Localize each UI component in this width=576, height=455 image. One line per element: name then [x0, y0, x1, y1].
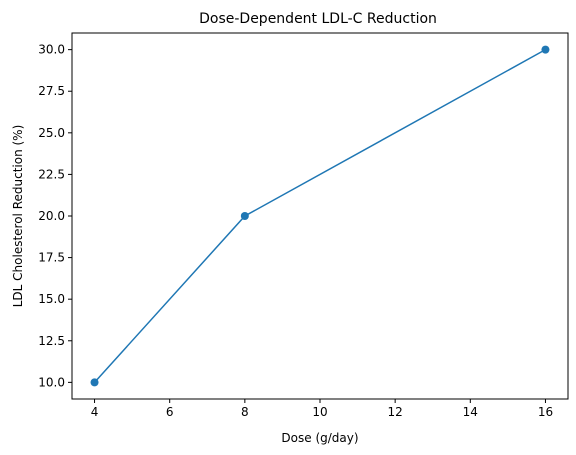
data-point	[90, 378, 99, 387]
x-tick-label: 16	[538, 405, 553, 419]
x-tick-label: 6	[166, 405, 174, 419]
data-point	[541, 45, 550, 54]
series-layer	[90, 45, 550, 387]
y-tick-label: 22.5	[38, 167, 65, 181]
x-tick-label: 12	[388, 405, 403, 419]
y-tick-label: 15.0	[38, 292, 65, 306]
y-tick-label: 20.0	[38, 209, 65, 223]
x-tick-label: 4	[91, 405, 99, 419]
plot-frame	[71, 32, 569, 400]
y-axis-label: LDL Cholesterol Reduction (%)	[11, 125, 25, 308]
series-line	[93, 48, 546, 383]
y-tick-label: 30.0	[38, 43, 65, 57]
x-axis-label: Dose (g/day)	[281, 431, 358, 445]
x-tick-label: 8	[241, 405, 249, 419]
y-tick-label: 10.0	[38, 375, 65, 389]
y-tick-label: 27.5	[38, 84, 65, 98]
x-tick-label: 14	[463, 405, 478, 419]
y-tick-label: 12.5	[38, 334, 65, 348]
y-tick-label: 25.0	[38, 126, 65, 140]
y-tick-label: 17.5	[38, 251, 65, 265]
data-point	[240, 212, 249, 220]
x-tick-label: 10	[312, 405, 327, 419]
axis-ticks: 4 6 8 10 12 14 16 10.0 12.5 15.0 17.5 20.0 22.5 25.0 2…	[38, 43, 553, 419]
chart-title: Dose-Dependent LDL-C Reduction	[199, 11, 437, 27]
